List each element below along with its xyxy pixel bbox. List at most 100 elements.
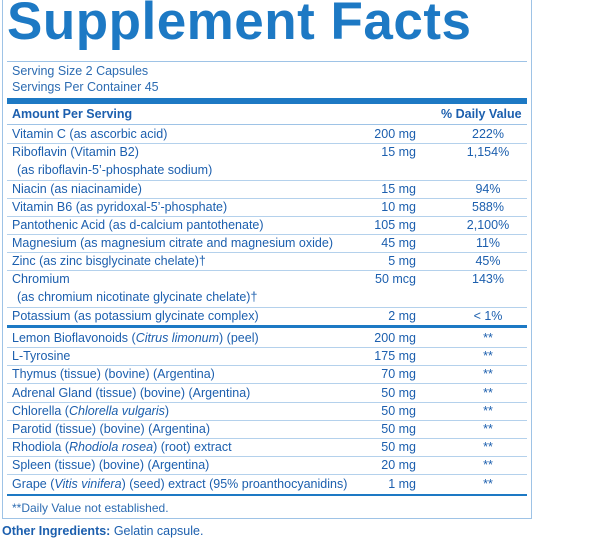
nutrient-amount: 45 mg [381, 236, 416, 250]
nutrient-amount: 15 mg [381, 182, 416, 196]
ingredient-amount: 50 mg [381, 385, 416, 400]
nutrient-amount: 5 mg [388, 254, 416, 268]
row-divider [7, 419, 527, 421]
row-divider [7, 347, 527, 348]
ingredient-amount: 20 mg [381, 458, 416, 473]
amount-per-serving-header: Amount Per Serving [12, 107, 133, 121]
ingredient-name-text: Lemon Bioflavonoids ( [12, 331, 136, 345]
ingredient-name: Chlorella (Chlorella vulgaris) [12, 404, 169, 418]
nutrient-name: Niacin (as niacinamide) [12, 182, 142, 196]
nutrient-amount: 10 mg [381, 200, 416, 214]
ingredient-name-suffix: ) (root) extract [153, 440, 232, 455]
nutrient-name: Zinc (as zinc bisglycinate chelate)† [12, 254, 206, 268]
servings-per-container: Servings Per Container 45 [12, 80, 159, 94]
ingredient-daily-value: ** [483, 440, 493, 455]
nutrient-amount: 105 mg [374, 218, 416, 232]
ingredient-row: Chlorella (Chlorella vulgaris) 50 mg ** [7, 403, 527, 421]
ingredient-name-text: Grape ( [12, 476, 55, 491]
nutrient-daily-value: 94% [475, 182, 501, 196]
row-divider [7, 180, 527, 181]
ingredient-amount: 1 mg [388, 476, 416, 491]
nutrient-daily-value: 45% [475, 254, 501, 268]
nutrient-daily-value: 588% [472, 200, 504, 214]
ingredient-amount: 50 mg [381, 403, 416, 418]
nutrient-daily-value: 1,154% [466, 145, 510, 159]
ingredient-latin-name: Citrus limonum [135, 331, 220, 345]
row-divider [7, 307, 527, 308]
ingredient-daily-value: ** [483, 422, 493, 436]
nutrient-daily-value: 143% [472, 272, 504, 286]
ingredient-daily-value: ** [483, 458, 493, 473]
header-rule [7, 124, 527, 125]
nutrient-name: Pantothenic Acid (as d-calcium pantothen… [12, 218, 264, 232]
nutrient-row: Chromium (as chromium nicotinate glycinat… [7, 271, 527, 308]
bottom-rule [7, 494, 527, 496]
row-divider [7, 252, 527, 253]
ingredient-name-text: Adrenal Gland (tissue) (bovine) (Argenti… [12, 385, 251, 400]
panel-title: Supplement Facts [7, 0, 472, 51]
ingredient-row: Parotid (tissue) (bovine) (Argentina) 50 … [7, 421, 527, 439]
ingredient-name-suffix: ) (seed) extract (95% proanthocyanidins) [121, 476, 348, 491]
nutrient-daily-value: 11% [475, 236, 501, 250]
ingredient-amount: 70 mg [381, 367, 416, 382]
row-divider [7, 270, 527, 271]
ingredient-daily-value: ** [483, 349, 493, 364]
nutrient-amount: 50 mcg [375, 272, 416, 286]
ingredient-row: Lemon Bioflavonoids (Citrus limonum) (pe… [7, 330, 527, 348]
nutrient-name: Magnesium (as magnesium citrate and magn… [12, 236, 333, 250]
ingredient-name-suffix: ) (peel) [219, 331, 259, 345]
ingredient-name: Rhodiola (Rhodiola rosea) (root) extract [12, 440, 232, 454]
ingredient-daily-value: ** [483, 367, 493, 382]
ingredient-name-text: Chlorella ( [12, 403, 69, 418]
row-divider [7, 474, 527, 476]
nutrient-daily-value: 2,100% [466, 218, 510, 232]
nutrient-row: Potassium (as potassium glycinate comple… [7, 308, 527, 326]
row-divider [7, 438, 527, 439]
nutrient-name: Chromium [12, 272, 70, 286]
other-ingredients-value: Gelatin capsule. [113, 524, 204, 538]
nutrient-amount: 2 mg [388, 309, 416, 323]
ingredient-name-suffix: ) [164, 403, 170, 418]
nutrient-row: Pantothenic Acid (as d-calcium pantothen… [7, 217, 527, 235]
ingredient-name: Parotid (tissue) (bovine) (Argentina) [12, 422, 210, 436]
ingredient-name-text: Parotid (tissue) (bovine) (Argentina) [12, 422, 210, 436]
ingredient-row: Thymus (tissue) (bovine) (Argentina) 70 m… [7, 366, 527, 385]
row-divider [7, 143, 527, 144]
row-divider [7, 365, 527, 367]
ingredient-name: Thymus (tissue) (bovine) (Argentina) [12, 367, 215, 381]
ingredient-daily-value: ** [483, 403, 493, 418]
nutrient-amount: 15 mg [381, 145, 416, 159]
other-ingredients: Other Ingredients: Gelatin capsule. [2, 524, 203, 538]
ingredient-amount: 200 mg [374, 331, 416, 345]
row-divider [7, 383, 527, 385]
row-divider [7, 198, 527, 199]
ingredient-daily-value: ** [483, 385, 493, 400]
ingredient-latin-name: Vitis vinifera [54, 476, 122, 491]
footnote: **Daily Value not established. [12, 501, 169, 515]
supplement-facts-panel: Supplement Facts Serving Size 2 Capsules… [2, 0, 532, 519]
nutrient-row: Vitamin B6 (as pyridoxal-5’-phosphate) 10… [7, 199, 527, 217]
ingredient-name-text: Spleen (tissue) (bovine) (Argentina) [12, 458, 210, 473]
nutrient-name: Vitamin B6 (as pyridoxal-5’-phosphate) [12, 200, 228, 214]
row-divider [7, 216, 527, 217]
serving-size: Serving Size 2 Capsules [12, 64, 149, 78]
nutrient-daily-value: 222% [472, 127, 504, 141]
nutrient-name: Vitamin C (as ascorbic acid) [12, 127, 168, 141]
ingredient-name: Adrenal Gland (tissue) (bovine) (Argenti… [12, 386, 250, 400]
ingredient-name-text: Thymus (tissue) (bovine) (Argentina) [12, 367, 215, 382]
nutrient-source: (as chromium nicotinate glycinate chelat… [17, 290, 258, 304]
ingredient-name: Spleen (tissue) (bovine) (Argentina) [12, 458, 209, 472]
nutrient-daily-value: < 1% [473, 309, 503, 323]
daily-value-header: % Daily Value [441, 107, 522, 121]
ingredient-amount: 175 mg [374, 349, 416, 364]
ingredient-name: Grape (Vitis vinifera) (seed) extract (9… [12, 477, 347, 491]
row-divider [7, 234, 527, 235]
nutrient-amount: 200 mg [374, 127, 416, 141]
nutrient-row: Niacin (as niacinamide) 15 mg 94% [7, 181, 527, 199]
row-divider [7, 456, 527, 458]
thick-rule [7, 98, 527, 104]
nutrient-row: Vitamin C (as ascorbic acid) 200 mg 222% [7, 126, 527, 144]
ingredient-row: Grape (Vitis vinifera) (seed) extract (9… [7, 476, 527, 494]
nutrient-name: Potassium (as potassium glycinate comple… [12, 309, 259, 323]
nutrient-row: Magnesium (as magnesium citrate and magn… [7, 235, 527, 253]
